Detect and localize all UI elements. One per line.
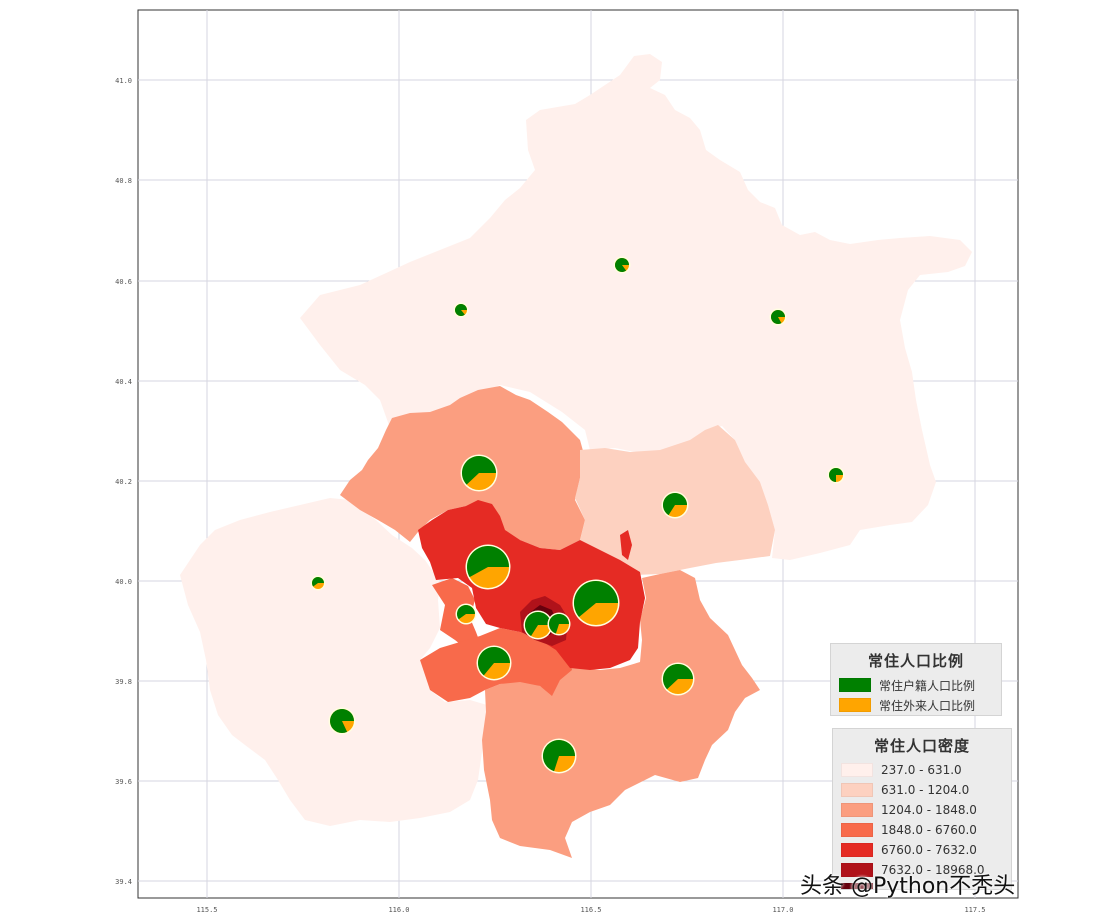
legend-population-ratio: 常住人口比例 常住户籍人口比例 常住外来人口比例: [830, 643, 1002, 716]
pie-marker: [460, 454, 498, 492]
pie-slice-local: [477, 646, 510, 676]
legend-ratio-title: 常住人口比例: [867, 652, 964, 670]
pie-marker: [465, 544, 511, 590]
legend-label: 237.0 - 631.0: [881, 763, 962, 777]
x-tick: 117.5: [964, 906, 985, 914]
legend-item: 7632.0 - 18968.0: [833, 860, 1011, 880]
legend-label: 7632.0 - 18968.0: [881, 863, 985, 877]
x-tick: 116.5: [580, 906, 601, 914]
legend-item: 1848.0 - 6760.0: [833, 820, 1011, 840]
x-tick: 115.5: [196, 906, 217, 914]
district-south: [482, 570, 760, 858]
pie-slice-local: [461, 455, 496, 485]
pie-marker: [827, 466, 845, 484]
pie-slice-local: [330, 709, 355, 733]
y-tick: 40.4: [115, 378, 132, 386]
y-ticks: 41.0 40.8 40.6 40.4 40.2 40.0 39.8 39.6 …: [115, 77, 132, 886]
enclave: [620, 530, 632, 560]
legend-label: 常住户籍人口比例: [879, 678, 976, 693]
district-southwest: [180, 498, 487, 826]
y-tick: 40.8: [115, 177, 132, 185]
legend-item: 631.0 - 1204.0: [833, 780, 1011, 800]
legend-item: 237.0 - 631.0: [833, 760, 1011, 780]
pie-marker: [613, 256, 631, 274]
watermark: 头条 @Python不秃头: [800, 874, 1016, 899]
pie-slice-local: [829, 468, 843, 482]
pie-marker: [769, 308, 787, 326]
pie-slice-local: [663, 664, 693, 690]
legend-swatch: [841, 883, 873, 889]
x-tick: 117.0: [772, 906, 793, 914]
legend-item: 常住外来人口比例: [831, 695, 1001, 715]
legend-label: 6760.0 - 7632.0: [881, 843, 977, 857]
pie-marker: [455, 603, 477, 625]
legend-swatch: [841, 863, 873, 877]
pie-marker: [661, 491, 689, 519]
legend-swatch: [841, 843, 873, 857]
y-tick: 39.8: [115, 678, 132, 686]
pie-marker: [476, 645, 512, 681]
legend-swatch: [841, 803, 873, 817]
y-tick: 39.6: [115, 778, 132, 786]
district-center-ring: [418, 500, 645, 670]
y-tick: 39.4: [115, 878, 132, 886]
y-tick: 41.0: [115, 77, 132, 85]
pie-slice-local: [456, 604, 475, 620]
pie-slice-local: [615, 257, 629, 272]
legend-density-title: 常住人口密度: [873, 737, 970, 755]
pie-marker: [328, 707, 356, 735]
pie-slice-local: [549, 614, 569, 634]
pie-slice-local: [525, 612, 551, 636]
pie-slice-local: [542, 740, 575, 772]
districts: [180, 54, 972, 858]
legend-item: 常住户籍人口比例: [831, 675, 1001, 695]
legend-label: 1204.0 - 1848.0: [881, 803, 977, 817]
legend-swatch: [841, 823, 873, 837]
pie-slice-local: [466, 546, 509, 578]
legend-swatch: [839, 678, 871, 692]
y-tick: 40.0: [115, 578, 132, 586]
x-ticks: 115.5 116.0 116.5 117.0 117.5: [196, 906, 985, 914]
pie-marker: [310, 575, 326, 591]
legend-label: 631.0 - 1204.0: [881, 783, 970, 797]
y-tick: 40.2: [115, 478, 132, 486]
pie-marker: [541, 738, 577, 774]
legend-label: 常住外来人口比例: [879, 698, 976, 713]
legend-item: 6760.0 - 7632.0: [833, 840, 1011, 860]
pie-slice-local: [455, 304, 467, 317]
pie-slice-local: [574, 581, 618, 618]
pie-marker: [453, 302, 469, 318]
district-north: [300, 54, 972, 560]
y-tick: 40.6: [115, 278, 132, 286]
pie-marker: [661, 662, 695, 696]
legend-label: 1848.0 - 6760.0: [881, 823, 977, 837]
legend-swatch: [841, 783, 873, 797]
pie-marker: [547, 612, 571, 636]
pie-slice-local: [663, 493, 687, 516]
x-tick: 116.0: [388, 906, 409, 914]
pie-markers: [310, 256, 845, 774]
legend-population-density: 常住人口密度 237.0 - 631.0 631.0 - 1204.0 1204…: [832, 728, 1012, 890]
legend-swatch: [839, 698, 871, 712]
legend-item: [833, 880, 1011, 889]
legend-item: 1204.0 - 1848.0: [833, 800, 1011, 820]
pie-marker: [523, 610, 553, 640]
pie-marker: [572, 579, 620, 627]
pie-slice-local: [771, 310, 785, 324]
legend-swatch: [841, 763, 873, 777]
pie-slice-local: [311, 576, 324, 587]
